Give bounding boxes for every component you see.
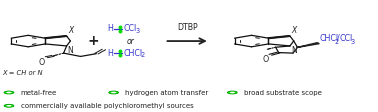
Text: DTBP: DTBP [177,23,197,32]
Text: O: O [262,55,268,64]
Circle shape [229,92,235,93]
Circle shape [6,105,12,107]
Text: CCl: CCl [124,24,137,33]
Text: CHCl: CHCl [320,34,339,43]
Text: X: X [68,26,74,35]
Text: O: O [39,58,45,67]
Circle shape [6,92,12,93]
Text: +: + [87,34,99,48]
Text: X = CH or N: X = CH or N [3,70,43,76]
Text: 3: 3 [350,39,355,45]
Circle shape [111,92,116,93]
Text: 2: 2 [334,39,338,45]
Text: hydrogen atom transfer: hydrogen atom transfer [125,89,209,96]
Polygon shape [297,43,319,47]
Text: CHCl: CHCl [124,49,143,58]
Text: N: N [68,46,73,55]
Text: or: or [127,37,135,46]
Text: N: N [291,46,297,55]
Text: CCl: CCl [340,34,353,43]
Circle shape [4,91,14,94]
Text: H: H [107,24,113,33]
Circle shape [109,91,119,94]
Text: 2: 2 [141,52,145,58]
Text: X: X [292,26,297,35]
Text: 3: 3 [136,28,140,34]
Text: H: H [107,49,113,58]
Text: commercially available polychloromethyl sources: commercially available polychloromethyl … [21,103,194,109]
Text: metal-free: metal-free [21,89,57,96]
Text: broad substrate scope: broad substrate scope [244,89,322,96]
Circle shape [4,104,14,107]
Circle shape [228,91,237,94]
Text: /: / [337,34,340,43]
